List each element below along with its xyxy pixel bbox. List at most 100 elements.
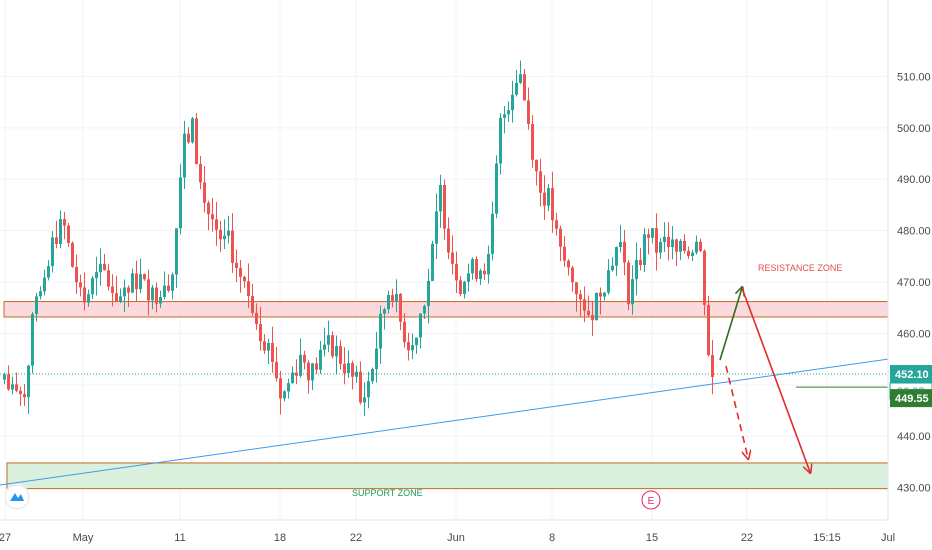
candle-body <box>647 234 650 238</box>
candle-body <box>667 236 670 248</box>
candle-body <box>315 363 318 370</box>
candle-body <box>111 286 114 294</box>
candle-body <box>303 354 306 363</box>
candle-body <box>671 239 674 248</box>
ascending-trendline <box>0 358 889 486</box>
candle-body <box>351 363 354 377</box>
candle-body <box>379 313 382 349</box>
candle-body <box>655 228 658 253</box>
last-price-badge <box>890 365 932 384</box>
candle-body <box>563 246 566 261</box>
candle-body <box>531 124 534 160</box>
candle-body <box>663 236 666 242</box>
candle-body <box>63 219 66 226</box>
candle-body <box>399 293 402 322</box>
candle-body <box>251 296 254 313</box>
y-tick-label: 510.00 <box>897 71 931 83</box>
candle-body <box>83 287 86 303</box>
candle-body <box>375 348 378 370</box>
alternative-bearish-arrow <box>725 365 748 458</box>
candle-body <box>7 374 10 390</box>
y-tick-label: 470.00 <box>897 277 931 289</box>
candle-body <box>387 295 390 310</box>
candle-body <box>459 280 462 295</box>
y-tick-label: 500.00 <box>897 123 931 135</box>
candle-body <box>191 118 194 143</box>
candle-body <box>95 272 98 279</box>
zones-layer: RESISTANCE ZONE SUPPORT ZONE <box>3 263 889 498</box>
support-zone-label: SUPPORT ZONE <box>352 488 423 498</box>
candle-body <box>143 274 146 280</box>
candle-body <box>79 282 82 288</box>
x-tick-label: Jun <box>447 532 465 544</box>
candle-body <box>167 285 170 291</box>
candle-body <box>691 252 694 257</box>
candle-body <box>67 225 70 243</box>
grid-lines <box>0 0 889 520</box>
candle-body <box>431 243 434 281</box>
candle-body <box>703 250 706 305</box>
candle-body <box>15 384 18 391</box>
candle-body <box>71 242 74 267</box>
candle-body <box>119 296 122 302</box>
candle-body <box>587 310 590 316</box>
candle-body <box>27 365 30 398</box>
candle-body <box>19 390 22 394</box>
tradingview-logo-icon[interactable] <box>4 484 30 510</box>
candle-body <box>203 182 206 203</box>
annotations-layer: E <box>641 287 810 510</box>
candle-body <box>707 304 710 356</box>
candle-body <box>163 285 166 298</box>
candle-body <box>515 82 518 95</box>
candle-body <box>39 291 42 297</box>
candle-body <box>283 391 286 399</box>
candle-body <box>507 110 510 115</box>
candle-body <box>319 349 322 370</box>
candle-body <box>591 315 594 321</box>
candle-body <box>639 259 642 266</box>
candle-body <box>359 371 362 403</box>
candle-body <box>363 397 366 403</box>
candle-body <box>3 374 6 380</box>
x-tick-label: 22 <box>741 532 753 544</box>
candle-body <box>403 321 406 343</box>
candle-body <box>687 250 690 257</box>
candle-body <box>127 287 130 293</box>
candle-body <box>615 247 618 266</box>
level-value: 449.55 <box>895 393 929 405</box>
candle-body <box>571 267 574 283</box>
candle-body <box>679 240 682 252</box>
candle-body <box>559 228 562 247</box>
bearish-arrow <box>741 287 810 472</box>
candle-body <box>31 314 34 366</box>
candle-body <box>483 270 486 275</box>
candle-body <box>35 296 38 315</box>
candle-body <box>59 219 62 244</box>
y-tick-label: 480.00 <box>897 226 931 238</box>
candle-body <box>467 273 470 282</box>
candle-body <box>455 263 458 281</box>
candle-body <box>75 266 78 283</box>
candle-body <box>219 229 222 240</box>
candle-body <box>491 213 494 254</box>
x-tick-label: May <box>73 532 94 544</box>
candles-layer <box>3 60 714 416</box>
candle-body <box>115 293 118 302</box>
candle-body <box>575 282 578 295</box>
candle-body <box>107 270 110 287</box>
candle-body <box>419 313 422 338</box>
candle-body <box>407 342 410 351</box>
candle-body <box>215 219 218 230</box>
candle-body <box>695 241 698 253</box>
candle-body <box>523 74 526 101</box>
candle-body <box>535 159 538 172</box>
bullish-arrow <box>719 288 742 361</box>
candle-body <box>443 184 446 229</box>
candle-body <box>411 345 414 351</box>
earnings-marker-icon[interactable] <box>641 490 661 510</box>
resistance-zone-label: RESISTANCE ZONE <box>758 263 842 273</box>
candle-body <box>259 324 262 342</box>
candle-body <box>223 235 226 240</box>
candle-body <box>595 292 598 321</box>
candle-body <box>519 74 522 83</box>
